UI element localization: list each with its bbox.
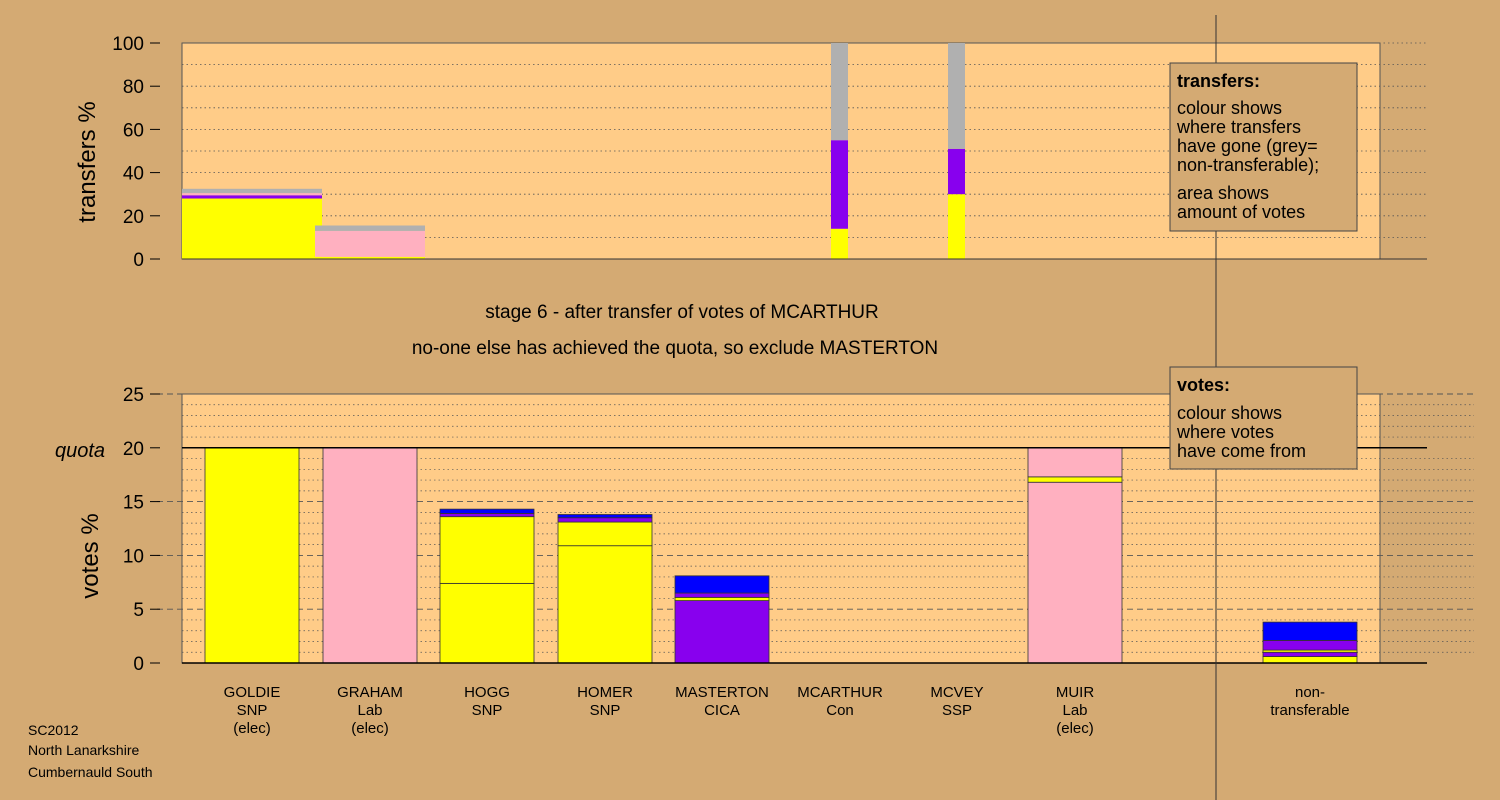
vote-segment: [1027, 481, 1123, 664]
candidate-label: GRAHAM: [337, 684, 403, 701]
transfers-legend-title: transfers:: [1177, 71, 1260, 91]
vote-segment: [674, 600, 770, 664]
transfers-legend-line: where transfers: [1176, 117, 1301, 137]
votes-tick-label: 5: [133, 600, 144, 621]
transfer-segment: [315, 225, 425, 231]
votes-y-axis-label: votes %: [77, 513, 104, 598]
candidate-label: MCVEY: [930, 684, 983, 701]
transfer-segment: [182, 198, 322, 259]
candidate-label: HOGG: [464, 684, 510, 701]
transfer-segment: [182, 193, 322, 196]
votes-tick-label: 10: [123, 546, 144, 567]
candidate-label: (elec): [233, 720, 271, 737]
vote-segment: [557, 514, 653, 519]
votes-legend-title: votes:: [1177, 375, 1230, 395]
transfers-tick-label: 60: [123, 120, 144, 141]
transfer-segment: [831, 228, 848, 259]
transfers-y-axis-label: transfers %: [74, 101, 101, 222]
vote-segment: [439, 508, 535, 514]
candidate-label: SNP: [590, 702, 621, 719]
transfer-segment: [315, 230, 425, 257]
votes-y-ticks: 0 5 10 15 20 25: [123, 385, 160, 675]
transfers-tick-label: 40: [123, 164, 144, 185]
transfers-tick-label: 100: [112, 34, 144, 55]
vote-segment: [674, 592, 770, 598]
candidate-label: SNP: [237, 702, 268, 719]
candidate-label: MASTERTON: [675, 684, 769, 701]
transfers-tick-label: 0: [133, 250, 144, 271]
candidate-label: Lab: [357, 702, 382, 719]
vote-segment: [1262, 651, 1358, 657]
vote-segment: [557, 521, 653, 547]
vote-segment: [1262, 656, 1358, 664]
vote-segment: [557, 517, 653, 523]
votes-tick-label: 20: [123, 439, 144, 460]
transfers-legend-line: amount of votes: [1177, 202, 1305, 222]
transfer-segment: [182, 188, 322, 194]
vote-segment: [1027, 447, 1123, 478]
transfers-legend-line: non-transferable);: [1177, 155, 1319, 175]
footer-line: North Lanarkshire: [28, 742, 139, 758]
votes-legend-box: [1169, 366, 1358, 470]
votes-tick-label: 15: [123, 493, 144, 514]
stage-subtitle: no-one else has achieved the quota, so e…: [412, 338, 938, 359]
vote-segment: [439, 513, 535, 518]
candidate-label: MCARTHUR: [797, 684, 883, 701]
candidate-label: HOMER: [577, 684, 633, 701]
footer-line: Cumbernauld South: [28, 764, 153, 780]
votes-bars: [204, 447, 1358, 664]
transfer-segment: [948, 148, 965, 195]
vote-segment: [439, 516, 535, 584]
candidate-label: GOLDIE: [224, 684, 281, 701]
footer-line: SC2012: [28, 722, 79, 738]
transfers-bars: [182, 43, 965, 259]
votes-legend-line: have come from: [1177, 441, 1306, 461]
candidate-label: Con: [826, 702, 854, 719]
transfers-tick-label: 80: [123, 77, 144, 98]
transfers-legend-line: colour shows: [1177, 98, 1282, 118]
candidate-label: Lab: [1062, 702, 1087, 719]
transfers-legend-line: area shows: [1177, 183, 1269, 203]
votes-legend-line: colour shows: [1177, 403, 1282, 423]
transfers-tick-label: 20: [123, 207, 144, 228]
vote-segment: [1262, 621, 1358, 641]
transfers-y-ticks: 0 20 40 60 80 100: [112, 34, 160, 271]
vote-segment: [557, 545, 653, 664]
stage-title: stage 6 - after transfer of votes of MCA…: [485, 302, 879, 323]
transfer-segment: [831, 43, 848, 141]
transfers-legend-box: [1169, 62, 1358, 232]
quota-label: quota: [55, 440, 105, 462]
vote-segment: [1262, 640, 1358, 651]
candidate-label: SSP: [942, 702, 972, 719]
votes-legend-line: where votes: [1176, 422, 1274, 442]
vote-segment: [322, 447, 418, 664]
candidate-label: transferable: [1270, 702, 1349, 719]
vote-segment: [674, 575, 770, 594]
vote-segment: [674, 596, 770, 601]
candidate-label: (elec): [351, 720, 389, 737]
vote-segment: [204, 447, 300, 664]
candidate-label: (elec): [1056, 720, 1094, 737]
transfer-segment: [948, 194, 965, 259]
transfers-legend-line: have gone (grey=: [1177, 136, 1318, 156]
candidate-label: non-: [1295, 684, 1325, 701]
transfer-segment: [315, 256, 425, 259]
votes-tick-label: 25: [123, 385, 144, 406]
vote-segment: [439, 582, 535, 664]
candidate-label: CICA: [704, 702, 740, 719]
votes-legend: votes: colour shows where votes have com…: [1169, 366, 1358, 470]
transfers-legend: transfers: colour shows where transfers …: [1169, 62, 1358, 232]
transfer-segment: [948, 43, 965, 149]
transfer-segment: [182, 195, 322, 199]
votes-tick-label: 0: [133, 654, 144, 675]
candidate-label: SNP: [472, 702, 503, 719]
candidate-labels: GOLDIESNP(elec)GRAHAMLab(elec)HOGGSNPHOM…: [224, 684, 1350, 737]
candidate-label: MUIR: [1056, 684, 1094, 701]
vote-segment: [1027, 476, 1123, 483]
transfer-segment: [831, 140, 848, 229]
